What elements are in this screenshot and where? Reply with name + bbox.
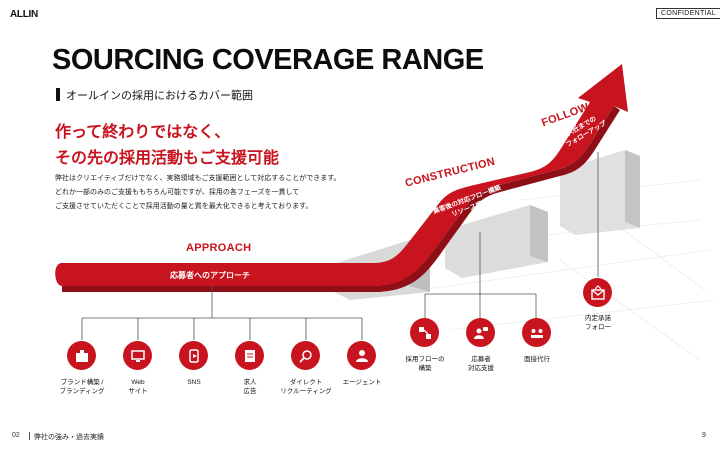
agent-icon xyxy=(347,341,376,370)
approach-band-text: 応募者へのアプローチ xyxy=(170,271,250,280)
label-direct-recruiting-line-1: ダイレクト xyxy=(289,379,323,386)
label-direct-recruiting: ダイレクト リクルーティング xyxy=(266,378,346,396)
label-offer-follow-line-2: フォロー xyxy=(585,324,611,331)
label-sns: SNS xyxy=(154,378,234,387)
label-job-ad: 求人 広告 xyxy=(210,378,290,396)
offer-follow-icon xyxy=(583,278,612,307)
footer-section-number: 02 xyxy=(12,432,20,439)
label-interview-proxy: 面接代行 xyxy=(497,355,577,364)
label-flow-building-line-2: 構築 xyxy=(418,365,432,372)
label-flow-building-line-1: 採用フローの xyxy=(405,356,445,363)
page-number: 9 xyxy=(702,432,706,439)
connector-lines xyxy=(81,152,599,340)
headline-line-2: その先の採用活動もご支援可能 xyxy=(55,150,280,167)
sns-icon xyxy=(179,341,208,370)
applicant-support-icon xyxy=(466,318,495,347)
label-applicant-support-line-2: 対応支援 xyxy=(468,365,494,372)
approach-band xyxy=(55,64,628,286)
label-brand-building-line-1: ブランド構築 / xyxy=(60,379,104,386)
flow-building-icon xyxy=(410,318,439,347)
body-line-3: ご支援させていただくことで採用活動の量と質を最大化できると考えております。 xyxy=(55,203,313,210)
label-direct-recruiting-line-2: リクルーティング xyxy=(280,388,332,395)
direct-recruiting-icon xyxy=(291,341,320,370)
label-agent: エージェント xyxy=(322,378,402,387)
label-interview-proxy-line-1: 面接代行 xyxy=(524,356,550,363)
label-sns-line-1: SNS xyxy=(187,379,201,386)
label-applicant-support-line-1: 応募者 xyxy=(471,356,491,363)
label-flow-building: 採用フローの 構築 xyxy=(385,355,465,373)
label-offer-follow-line-1: 内定承諾 xyxy=(585,315,611,322)
stage-approach-label: APPROACH xyxy=(186,242,252,254)
footer-divider xyxy=(29,432,30,440)
headline-line-1: 作って終わりではなく、 xyxy=(55,124,231,141)
company-logo: ALLIN xyxy=(10,9,38,20)
interview-proxy-icon xyxy=(522,318,551,347)
label-job-ad-line-1: 求人 xyxy=(243,379,257,386)
page-subtitle: オールインの採用におけるカバー範囲 xyxy=(66,90,253,102)
label-brand-building: ブランド構築 / ブランディング xyxy=(42,378,122,396)
brand-building-icon xyxy=(67,341,96,370)
label-web-site-line-1: Web xyxy=(131,379,145,386)
body-line-2: どれか一部のみのご支援ももちろん可能ですが、採用の各フェーズを一貫して xyxy=(55,189,300,196)
label-web-site: Web サイト xyxy=(98,378,178,396)
label-offer-follow: 内定承諾 フォロー xyxy=(558,314,638,332)
label-job-ad-line-2: 広告 xyxy=(243,388,257,395)
body-line-1: 弊社はクリエイティブだけでなく、実務領域もご支援範囲として対応することができます… xyxy=(55,175,341,182)
label-agent-line-1: エージェント xyxy=(342,379,382,386)
label-applicant-support: 応募者 対応支援 xyxy=(441,355,521,373)
label-brand-building-line-2: ブランディング xyxy=(59,388,105,395)
page-title: SOURCING COVERAGE RANGE xyxy=(52,44,484,76)
label-web-site-line-2: サイト xyxy=(128,388,148,395)
web-site-icon xyxy=(123,341,152,370)
footer-section-title: 弊社の強み・過去実績 xyxy=(34,434,104,441)
subtitle-marker xyxy=(56,88,60,101)
job-ad-icon xyxy=(235,341,264,370)
